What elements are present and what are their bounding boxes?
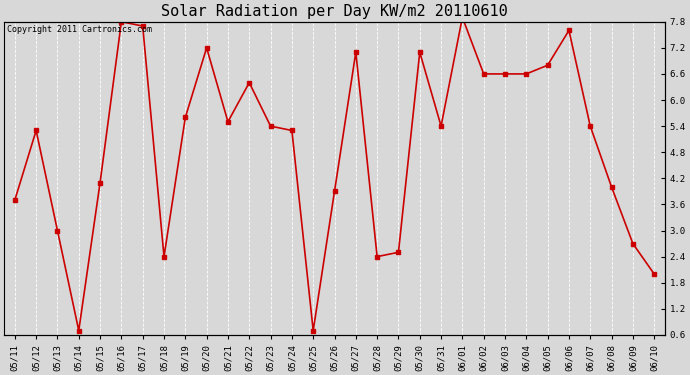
Title: Solar Radiation per Day KW/m2 20110610: Solar Radiation per Day KW/m2 20110610 — [161, 4, 508, 19]
Text: Copyright 2011 Cartronics.com: Copyright 2011 Cartronics.com — [8, 25, 152, 34]
